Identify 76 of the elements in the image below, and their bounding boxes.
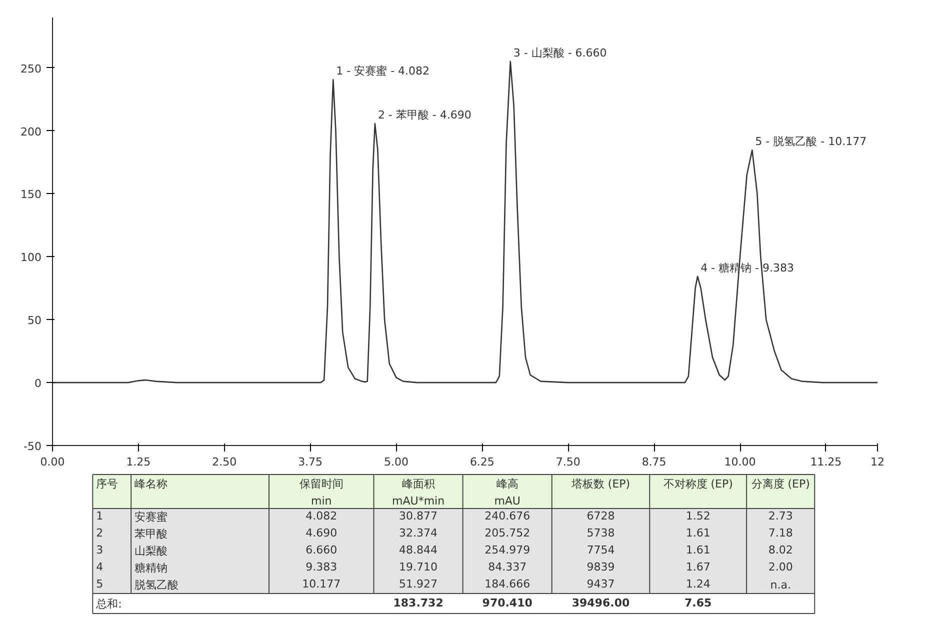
- text: 183.732: [393, 596, 444, 610]
- text: 32.374: [399, 526, 438, 540]
- annotation: 1 - 安赛蜜 - 4.082: [336, 64, 430, 78]
- text: 240.676: [484, 510, 530, 522]
- text: 184.666: [484, 578, 530, 590]
- x-tick-label: 11.25: [810, 456, 842, 468]
- text: 4.082: [306, 510, 338, 522]
- text: 不对称度 (EP): [663, 478, 733, 490]
- x-tick-label: 6.25: [470, 456, 494, 468]
- text: 39496.00: [572, 596, 630, 610]
- y-tick-label: 50: [28, 314, 42, 328]
- text: 峰面积 mAU*min: [392, 478, 445, 508]
- text: 山梨酸: [134, 544, 168, 558]
- x-tick-label: 10.00: [724, 456, 756, 468]
- text: n.a.: [770, 578, 791, 592]
- text: 脱氢乙酸: [134, 578, 179, 592]
- text: 2: [96, 526, 104, 540]
- text: 7.18: [768, 526, 793, 540]
- text: 51.927: [399, 578, 438, 590]
- text: 84.337: [488, 560, 527, 574]
- text: 205.752: [484, 526, 530, 540]
- annotation: 5 - 脱氢乙酸 - 10.177: [755, 135, 867, 148]
- text: 9.383: [306, 560, 338, 574]
- y-tick-label: 0: [34, 377, 42, 390]
- text: 5: [96, 578, 104, 590]
- text: 7754: [586, 544, 615, 556]
- x-tick-label: 5.00: [384, 456, 409, 468]
- x-tick-label: 2.50: [212, 456, 237, 468]
- x-tick-label: 3.75: [298, 456, 323, 468]
- y-tick-label: -50: [24, 440, 42, 453]
- text: 254.979: [484, 544, 530, 556]
- text: 安赛蜜: [134, 510, 168, 524]
- y-tick-label: 250: [20, 62, 42, 76]
- text: 1.24: [686, 578, 710, 590]
- text: 1.61: [686, 544, 710, 556]
- text: 6728: [586, 510, 615, 522]
- text: 30.877: [399, 510, 438, 522]
- text: 3: [96, 544, 104, 556]
- text: 8.02: [768, 544, 793, 556]
- text: 塔板数 (EP): [570, 478, 630, 490]
- text: 2.73: [768, 510, 793, 522]
- y-tick-label: 100: [20, 251, 42, 264]
- x-tick-label: 0.00: [40, 456, 65, 468]
- y-tick-label: 150: [20, 188, 42, 202]
- text: 6.660: [306, 544, 338, 556]
- annotation: 3 - 山梨酸 - 6.660: [513, 46, 607, 60]
- line-series: [52, 60, 878, 384]
- text: 保留时间 min: [299, 478, 344, 508]
- text: 10.177: [302, 578, 341, 590]
- text: 1.67: [686, 560, 710, 574]
- text: 峰名称: [134, 478, 168, 490]
- text: 1.61: [686, 526, 710, 540]
- annotation: 2 - 苯甲酸 - 4.690: [378, 108, 472, 122]
- text: 总和:: [95, 598, 122, 610]
- x-tick-label: 7.50: [556, 456, 580, 468]
- text: 4.690: [306, 526, 338, 540]
- text: 分离度 (EP): [751, 478, 810, 490]
- text: 9839: [586, 560, 615, 574]
- text: 糖精钠: [134, 562, 168, 574]
- text: 4: [96, 560, 104, 574]
- x-tick-label: 8.75: [642, 456, 666, 468]
- text: 1.52: [686, 510, 710, 522]
- text: 970.410: [482, 596, 533, 610]
- text: 48.844: [399, 544, 438, 556]
- text: 1: [96, 510, 104, 522]
- text: 序号: [96, 478, 118, 490]
- text: 苯甲酸: [134, 528, 168, 540]
- text: 19.710: [399, 560, 438, 574]
- text: 5738: [586, 526, 615, 540]
- text: 7.65: [684, 596, 712, 610]
- x-tick-label: 1.25: [126, 456, 151, 468]
- y-tick-label: 200: [20, 125, 42, 138]
- x-tick-label: 12: [870, 456, 884, 468]
- text: 峰高 mAU: [494, 478, 520, 508]
- text: 9437: [586, 578, 615, 590]
- text: 2.00: [768, 560, 793, 574]
